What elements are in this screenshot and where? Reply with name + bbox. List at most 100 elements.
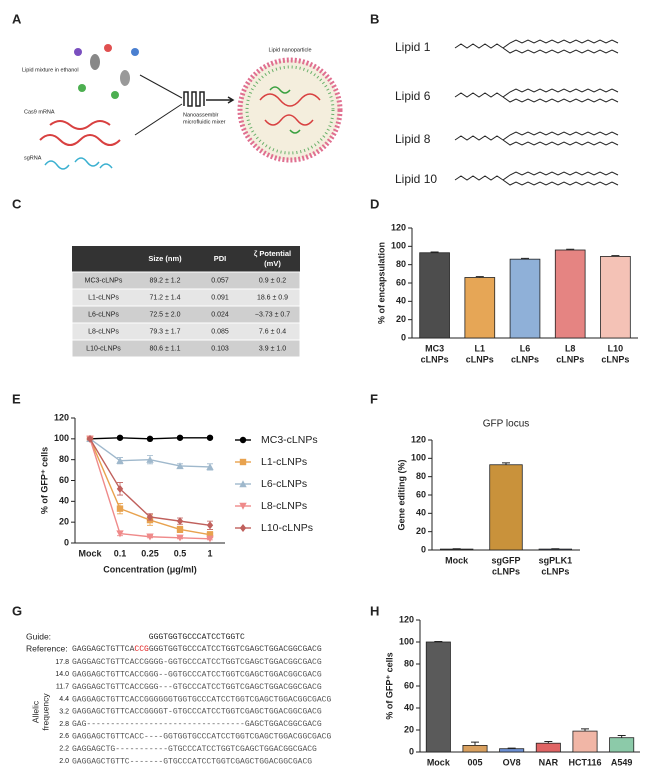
y-tick-label: 120 — [399, 614, 414, 624]
x-tick-label: 0.5 — [174, 548, 187, 558]
error-bar — [430, 251, 439, 253]
nanoparticle — [237, 57, 343, 163]
table-cell: L1-cLNPs — [88, 294, 119, 301]
error-bar — [566, 248, 575, 250]
x-tick-label: cLNPs — [466, 354, 494, 364]
label: microfluidic mixer — [183, 119, 226, 125]
allele-frequency: 4.4 — [59, 696, 69, 703]
x-tick-label: Mock — [445, 555, 469, 565]
x-tick-label: sgGFP — [491, 555, 520, 565]
panel-label: E — [12, 391, 21, 406]
lipid-name: Lipid 1 — [395, 40, 431, 54]
x-tick-label: cLNPs — [492, 566, 520, 576]
allele-frequency: 17.8 — [55, 659, 69, 666]
allele-frequency: 2.2 — [59, 746, 69, 753]
x-axis-label: Concentration (μg/ml) — [103, 564, 197, 574]
table-cell: L6-cLNPs — [88, 311, 119, 318]
y-tick-label: 60 — [396, 277, 406, 287]
mrna-strand — [49, 120, 111, 130]
table-cell: 0.057 — [211, 277, 229, 284]
allele-sequence: GAGGAGCTGTTC-------GTGCCCATCCTGGTCGAGCTG… — [72, 757, 312, 766]
table-header-cell: Size (nm) — [148, 254, 182, 263]
marker — [116, 505, 124, 512]
x-tick-label: L8 — [565, 343, 576, 353]
label: Nanoassemblr — [183, 112, 219, 118]
structure — [502, 88, 619, 98]
cargo — [259, 93, 321, 126]
sgrna-strand — [44, 157, 113, 170]
label: sgRNA — [24, 155, 42, 161]
table-cell: 89.2 ± 1.2 — [149, 277, 180, 284]
panel-label: B — [370, 11, 379, 26]
y-tick-label: 40 — [416, 508, 426, 518]
table-cell: MC3-cLNPs — [85, 277, 123, 284]
y-tick-label: 100 — [411, 453, 426, 463]
allele-sequence: GAGGAGCTGTTCACCGGG---GTGCCCATCCTGGTCGAGC… — [72, 683, 322, 692]
allele-frequency: 11.7 — [56, 684, 69, 691]
marker — [86, 434, 94, 443]
error-bar — [611, 255, 620, 257]
mrna-strand — [39, 134, 121, 146]
marker — [176, 526, 184, 533]
allele-sequence: GAGGAGCTGTTCACC----GGTGGTGCCCATCCTGGTCGA… — [72, 733, 331, 742]
y-tick-label: 40 — [59, 496, 69, 506]
table-cell: 3.9 ± 1.0 — [259, 345, 286, 352]
guide-label: Guide: — [26, 631, 51, 641]
reference-part: GGGTGGTGCCCATCCTGGTCGAGCTGGACGGCGACG — [149, 645, 322, 654]
y-tick-label: 60 — [59, 475, 69, 485]
table-cell: −3.73 ± 0.7 — [255, 311, 290, 318]
legend-label: L8-cLNPs — [261, 500, 307, 512]
allele-frequency: 3.2 — [59, 708, 69, 715]
structure — [454, 175, 504, 181]
error-bar — [434, 640, 443, 642]
y-tick-label: 20 — [404, 724, 414, 734]
x-tick-label: 1 — [207, 548, 212, 558]
table-cell: 0.091 — [211, 294, 229, 301]
y-tick-label: 80 — [396, 259, 406, 269]
error-bar — [507, 747, 516, 749]
bar — [600, 256, 631, 339]
error-bar — [471, 741, 479, 746]
bar — [489, 464, 523, 551]
y-axis-label: % of encapsulation — [376, 242, 386, 324]
arrow — [206, 96, 235, 104]
table-header-cell: (mV) — [264, 259, 281, 268]
lipid-name: Lipid 10 — [395, 172, 437, 186]
allele-sequence: GAGGAGCTGTTCACCGGG--GGTGCCCATCCTGGTCGAGC… — [72, 671, 322, 680]
y-axis-label: % of GFP⁺ cells — [39, 447, 49, 514]
reference-part: CCG — [134, 645, 149, 654]
y-tick-label: 0 — [421, 544, 426, 554]
label: Cas9 mRNA — [24, 109, 55, 115]
x-tick-label: cLNPs — [556, 354, 584, 364]
y-tick-label: 40 — [396, 296, 406, 306]
y-tick-label: 120 — [54, 412, 69, 422]
x-tick-label: Mock — [78, 548, 102, 558]
x-tick-label: sgPLK1 — [539, 555, 573, 565]
nanoparticle-layer — [245, 65, 335, 155]
structure — [454, 43, 504, 49]
table-cell: 0.024 — [211, 311, 229, 318]
y-tick-label: 120 — [391, 222, 406, 232]
panel-label: C — [12, 196, 22, 211]
marker — [116, 434, 124, 441]
marker — [146, 512, 154, 521]
panel-label: H — [370, 603, 379, 618]
table-cell: 18.6 ± 0.9 — [257, 294, 288, 301]
lipid-shape — [120, 70, 130, 86]
bar — [535, 742, 561, 753]
y-tick-label: 0 — [401, 332, 406, 342]
marker — [239, 502, 247, 510]
marker — [146, 533, 154, 541]
table-cell: 0.9 ± 0.2 — [259, 277, 286, 284]
label: Lipid nanoparticle — [268, 47, 311, 53]
marker — [116, 457, 124, 464]
marker — [239, 480, 247, 488]
y-tick-label: 20 — [59, 517, 69, 527]
structure — [502, 39, 619, 49]
bar — [572, 730, 598, 753]
error-bar — [475, 276, 484, 278]
panel-a-schematic — [39, 44, 343, 170]
marker — [206, 463, 214, 471]
x-tick-label: L1 — [475, 343, 486, 353]
